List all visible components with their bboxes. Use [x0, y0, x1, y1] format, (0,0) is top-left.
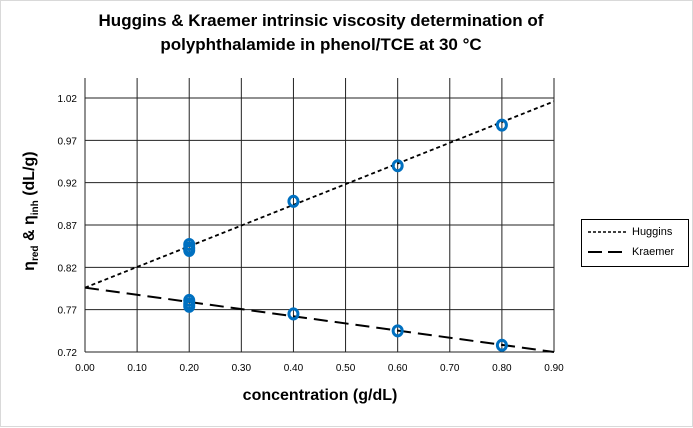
x-tick-label: 0.30 [232, 363, 252, 374]
x-tick-label: 0.40 [284, 363, 304, 374]
y-tick-label: 0.92 [58, 179, 78, 190]
y-tick-label: 0.77 [58, 306, 78, 317]
x-axis-label: concentration (g/dL) [242, 387, 398, 404]
legend-item-huggins: Huggins [588, 226, 673, 238]
legend-item-kraemer: Kraemer [588, 246, 675, 258]
data-point [495, 118, 508, 132]
data-point [495, 338, 508, 352]
x-tick-label: 0.10 [127, 363, 147, 374]
x-tick-label: 0.50 [336, 363, 356, 374]
data-point [183, 243, 196, 257]
trendline-huggins [84, 100, 555, 289]
x-tick-label: 0.90 [544, 363, 564, 374]
y-tick-label: 0.87 [58, 221, 78, 232]
x-tick-label: 0.70 [440, 363, 460, 374]
x-tick-label: 0.60 [388, 363, 408, 374]
y-tick-label: 0.97 [58, 136, 78, 147]
title-line-2: polyphthalamide in phenol/TCE at 30 °C [160, 35, 482, 54]
data-point [183, 299, 196, 313]
y-tick-label: 0.82 [58, 263, 78, 274]
y-tick-label: 1.02 [58, 94, 78, 105]
y-tick-label: 0.72 [58, 348, 78, 359]
data-point [287, 307, 300, 321]
x-tick-label: 0.80 [492, 363, 512, 374]
legend: Huggins Kraemer [581, 219, 689, 267]
title-line-1: Huggins & Kraemer intrinsic viscosity de… [98, 11, 544, 30]
data-point [287, 194, 300, 208]
x-tick-label: 0.00 [75, 363, 95, 374]
data-point [391, 159, 404, 173]
data-point [391, 324, 404, 338]
chart-title: Huggins & Kraemer intrinsic viscosity de… [61, 9, 581, 57]
x-tick-label: 0.20 [179, 363, 199, 374]
y-axis-label: ηred & ηinh (dL/g) [20, 151, 42, 271]
trendline-kraemer [84, 286, 555, 353]
